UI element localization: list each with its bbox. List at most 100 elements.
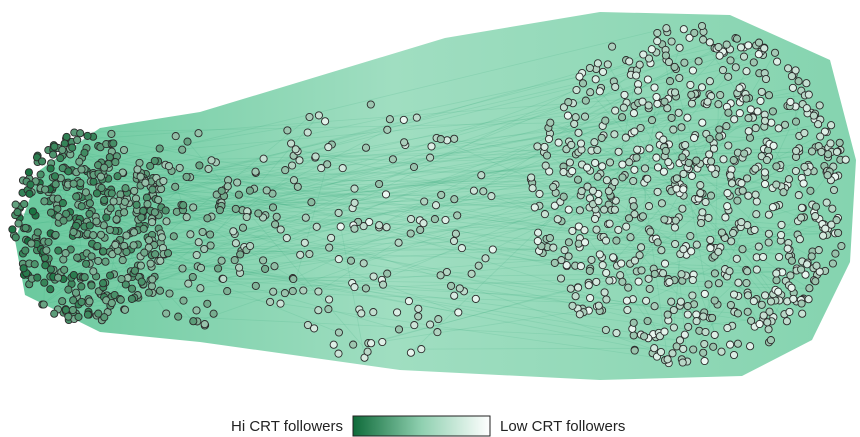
- node: [732, 34, 742, 43]
- node: [200, 320, 209, 329]
- node: [598, 261, 607, 270]
- node: [350, 224, 359, 233]
- node: [789, 294, 798, 303]
- node: [742, 278, 751, 288]
- node: [159, 176, 168, 186]
- node: [602, 295, 611, 304]
- node: [21, 223, 30, 232]
- node: [549, 243, 558, 252]
- node: [46, 164, 55, 173]
- node: [618, 160, 627, 169]
- node: [700, 356, 709, 366]
- edge: [113, 247, 790, 251]
- node: [688, 66, 697, 75]
- node: [178, 145, 187, 154]
- node: [572, 85, 581, 95]
- node: [779, 188, 788, 197]
- node: [618, 173, 627, 182]
- node: [653, 99, 662, 108]
- node: [644, 54, 654, 63]
- node: [669, 125, 678, 134]
- node: [576, 262, 585, 271]
- node: [89, 267, 98, 276]
- node: [46, 208, 56, 217]
- node: [588, 186, 597, 195]
- node: [784, 64, 793, 73]
- edge: [125, 187, 792, 257]
- node: [157, 233, 166, 242]
- node: [703, 97, 712, 106]
- node: [786, 97, 795, 106]
- node: [121, 280, 130, 289]
- node: [764, 91, 774, 100]
- node: [112, 215, 121, 224]
- node: [107, 129, 116, 138]
- node: [652, 153, 661, 162]
- node: [630, 346, 639, 355]
- node: [96, 230, 106, 239]
- node: [203, 214, 212, 223]
- node: [684, 158, 693, 167]
- node: [204, 164, 213, 173]
- node: [574, 128, 583, 137]
- node: [614, 147, 623, 156]
- node: [630, 127, 639, 136]
- node: [632, 71, 641, 80]
- node: [756, 96, 765, 105]
- node: [369, 308, 378, 317]
- node: [544, 134, 554, 144]
- node: [120, 197, 129, 206]
- node: [69, 227, 78, 237]
- node: [783, 244, 792, 253]
- node: [94, 309, 103, 318]
- node: [590, 138, 599, 147]
- node: [752, 265, 761, 274]
- node: [634, 86, 643, 95]
- node: [820, 127, 829, 136]
- node: [81, 188, 90, 197]
- node: [729, 350, 739, 360]
- node: [540, 210, 549, 219]
- node: [687, 90, 696, 99]
- node: [744, 127, 753, 136]
- node: [568, 301, 577, 310]
- node: [792, 146, 801, 155]
- node: [299, 286, 308, 295]
- node: [161, 206, 170, 215]
- node: [755, 319, 764, 329]
- node: [120, 305, 130, 314]
- node: [217, 186, 226, 195]
- node: [653, 238, 662, 247]
- node: [346, 256, 356, 265]
- node: [811, 212, 820, 221]
- node: [436, 135, 445, 144]
- node: [605, 219, 614, 228]
- node: [281, 166, 290, 175]
- node: [234, 190, 243, 199]
- node: [324, 305, 333, 314]
- node: [575, 206, 584, 215]
- node: [638, 97, 647, 106]
- node: [782, 317, 791, 326]
- node: [640, 332, 649, 341]
- edge: [80, 132, 602, 238]
- node: [379, 280, 388, 289]
- node: [731, 63, 740, 72]
- node: [683, 113, 692, 122]
- node: [77, 165, 86, 174]
- node: [807, 252, 816, 261]
- node: [705, 77, 714, 86]
- node: [777, 230, 786, 240]
- node: [622, 296, 631, 305]
- node: [111, 158, 120, 167]
- node: [772, 269, 781, 278]
- node: [139, 206, 148, 215]
- edge: [81, 157, 662, 353]
- node: [704, 280, 713, 289]
- node: [195, 161, 204, 170]
- node: [643, 75, 652, 84]
- node: [575, 72, 584, 81]
- edge: [678, 147, 829, 218]
- node: [686, 80, 695, 89]
